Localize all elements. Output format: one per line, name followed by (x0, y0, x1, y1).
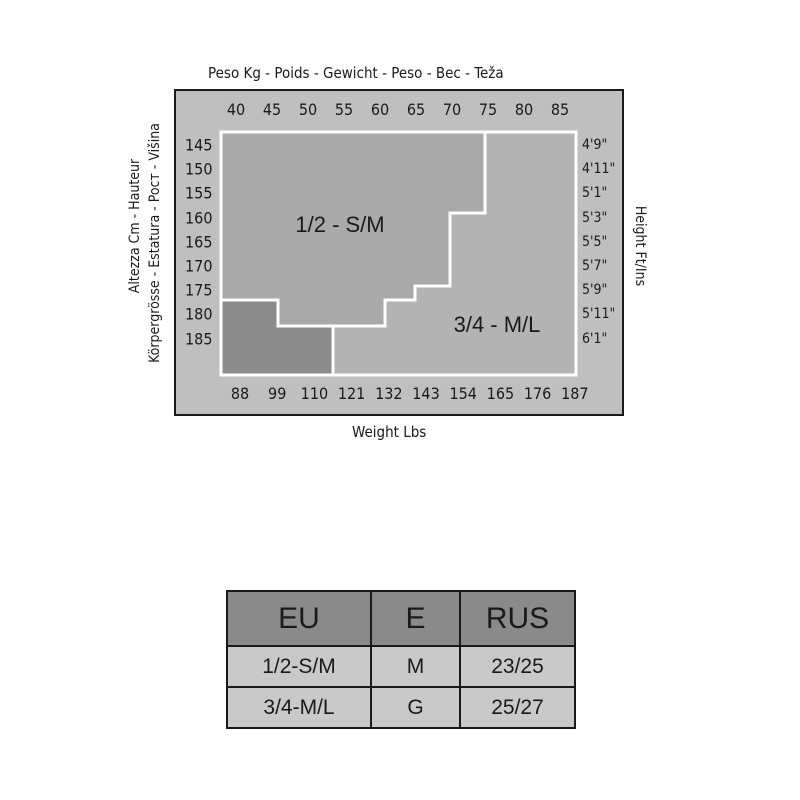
ftin-tick: 5'11" (582, 306, 616, 323)
cell-e: G (370, 686, 461, 729)
ftin-tick: 5'9" (582, 282, 608, 299)
table-header-row: EU E RUS (226, 590, 576, 647)
ftin-tick: 5'5" (582, 233, 608, 250)
ftin-tick: 5'3" (582, 209, 608, 226)
kg-tick: 65 (406, 100, 426, 119)
cm-tick: 150 (185, 159, 213, 179)
cm-tick: 165 (185, 232, 213, 252)
ftin-tick: 6'1" (582, 330, 608, 347)
cm-tick: 155 (185, 183, 213, 203)
table-row: 1/2-S/M M 23/25 (226, 645, 576, 688)
cm-tick: 175 (185, 280, 213, 300)
cell-rus: 23/25 (459, 645, 576, 688)
ftin-tick: 5'7" (582, 258, 608, 274)
cm-tick: 145 (185, 135, 213, 155)
header-e: E (370, 590, 461, 647)
region-ml-label: 3/4 - M/L (454, 312, 541, 337)
cm-tick: 160 (185, 208, 213, 228)
lbs-tick: 187 (561, 384, 589, 403)
lbs-axis-title: Weight Lbs (352, 423, 427, 441)
header-rus: RUS (459, 590, 576, 647)
lbs-tick: 99 (268, 384, 287, 403)
cell-e: M (370, 645, 461, 688)
header-eu: EU (226, 590, 372, 647)
kg-tick: 70 (442, 100, 462, 119)
cm-axis-title-1: Altezza Cm - Hauteur (127, 158, 143, 294)
lbs-tick: 121 (337, 384, 366, 403)
kg-tick: 40 (226, 100, 246, 119)
lbs-tick: 165 (486, 384, 515, 403)
cell-eu: 1/2-S/M (226, 645, 372, 688)
lbs-tick: 176 (523, 384, 552, 403)
ftin-tick: 4'9" (582, 137, 608, 153)
lbs-tick: 110 (300, 384, 329, 403)
kg-axis-title: Peso Kg - Poids - Gewicht - Peso - Bec -… (208, 64, 504, 82)
table-row: 3/4-M/L G 25/27 (226, 686, 576, 729)
kg-tick: 75 (478, 100, 498, 119)
lbs-tick: 143 (412, 384, 440, 403)
lbs-tick: 88 (230, 384, 250, 403)
cell-eu: 3/4-M/L (226, 686, 372, 729)
size-conversion-table: EU E RUS 1/2-S/M M 23/25 3/4-M/L G 25/27 (226, 590, 576, 729)
lbs-tick: 132 (375, 384, 403, 403)
lbs-tick: 154 (449, 384, 477, 403)
cm-axis-title-2: Körpergrösse - Estatura - Pocт - Višina (147, 123, 163, 363)
kg-tick: 45 (262, 100, 282, 119)
ftin-tick: 5'1" (582, 185, 608, 202)
kg-tick: 60 (370, 100, 390, 119)
region-sm-label: 1/2 - S/M (295, 212, 384, 237)
cell-rus: 25/27 (459, 686, 576, 729)
ftin-axis-title: Height Ft/Ins (632, 205, 648, 287)
kg-tick: 85 (550, 100, 570, 119)
kg-tick: 55 (334, 100, 354, 119)
cm-tick: 180 (185, 304, 213, 324)
size-regions: 1/2 - S/M 3/4 - M/L (219, 130, 578, 377)
cm-tick: 170 (185, 256, 213, 276)
cm-tick: 185 (185, 329, 213, 349)
ftin-tick: 4'11" (582, 161, 616, 178)
kg-tick: 80 (514, 100, 534, 119)
kg-tick: 50 (298, 100, 318, 119)
region-dark (219, 298, 335, 377)
